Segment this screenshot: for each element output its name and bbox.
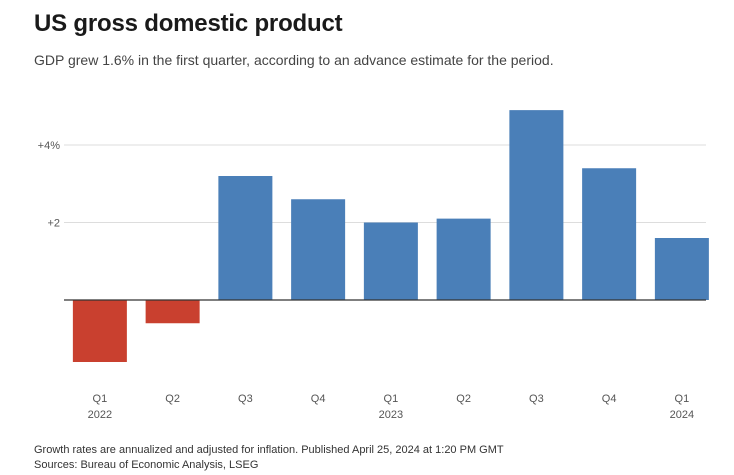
bar [582,168,637,300]
x-year-label: 2023 [379,409,403,421]
x-tick-label: Q2 [165,393,180,405]
x-tick-label: Q4 [311,393,326,405]
bar [291,199,346,300]
chart-subtitle: GDP grew 1.6% in the first quarter, acco… [34,52,554,68]
bar [654,238,709,300]
x-year-label: 2022 [88,409,112,421]
x-tick-label: Q1 [675,393,690,405]
bar [218,176,273,300]
bar [436,218,491,300]
bar-chart: +4% +2 Q1 2022 Q2 Q3 Q4 Q1 2023 Q2 Q3 Q4 Q1 2024 [38,110,709,421]
x-year-label: 2024 [670,409,694,421]
chart-title: US gross domestic product [34,10,343,37]
bar [509,110,564,300]
footer-note: Growth rates are annualized and adjusted… [34,444,504,456]
x-tick-label: Q4 [602,393,617,405]
x-tick-label: Q2 [456,393,471,405]
bar [145,300,200,324]
y-tick-label: +4% [38,140,61,152]
x-tick-label: Q1 [384,393,399,405]
footer-source: Sources: Bureau of Economic Analysis, LS… [34,459,259,471]
bar [363,222,418,300]
x-tick-label: Q1 [93,393,108,405]
x-tick-label: Q3 [529,393,544,405]
x-tick-label: Q3 [238,393,253,405]
bar [72,300,127,362]
y-tick-label: +2 [47,218,60,230]
